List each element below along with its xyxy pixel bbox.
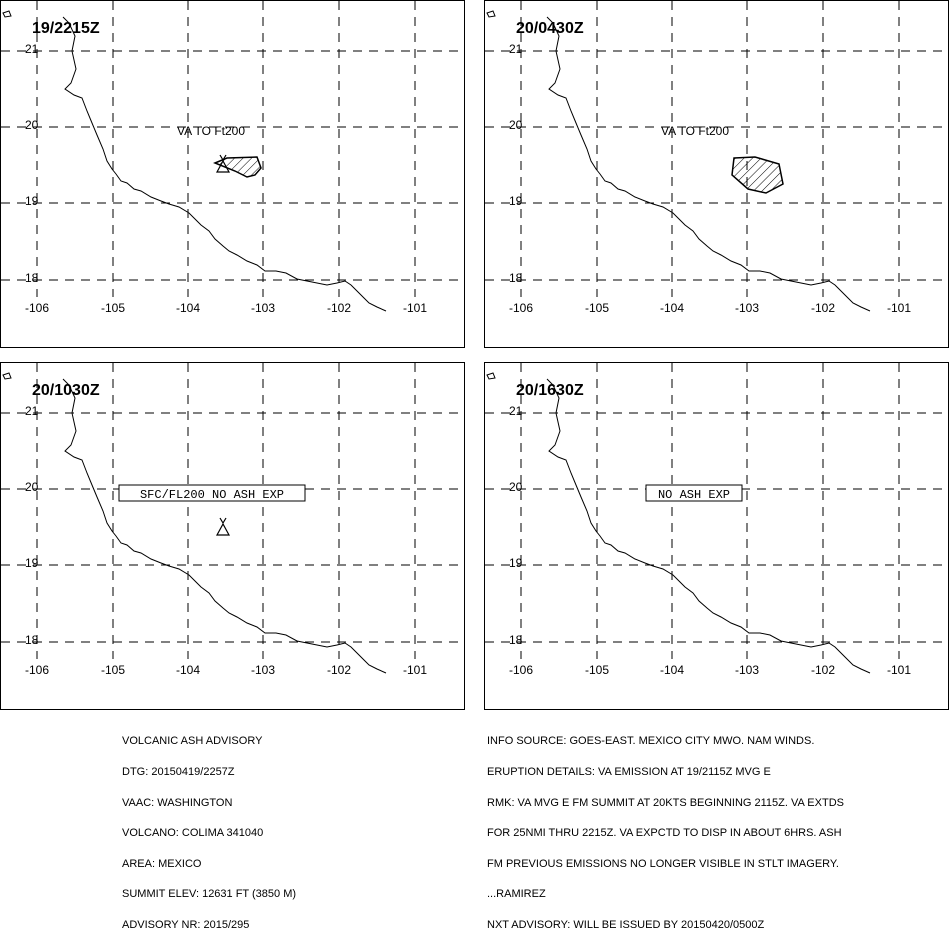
longitude-label: -102 [811, 301, 835, 315]
longitude-label: -101 [403, 663, 427, 677]
map-svg: -106 -105 -104 -103 -102 -101 21 20 19 18 NO ASH E… [485, 363, 948, 677]
advisory-line: AREA: MEXICO [122, 857, 202, 870]
longitude-label: -102 [327, 301, 351, 315]
forecast-panel: -106 -105 -104 -103 -102 -101 21 20 19 18 NO ASH E… [484, 362, 949, 710]
valid-time-label: 20/1630Z [516, 382, 584, 399]
longitude-label: -101 [887, 301, 911, 315]
forecast-panel: -106 -105 -104 -103 -102 -101 21 20 19 18 SFC/FL20… [0, 362, 465, 710]
longitude-label: -104 [176, 663, 200, 677]
map-svg: -106 -105 -104 -103 -102 -101 21 20 19 18 VA TO Ft… [1, 1, 464, 315]
latitude-label: 21 [25, 404, 39, 418]
latitude-label: 21 [509, 404, 523, 418]
longitude-label: -105 [585, 301, 609, 315]
ash-altitude-label: VA TO Ft200 [177, 124, 245, 138]
latitude-label: 18 [25, 633, 39, 647]
longitude-label: -101 [403, 301, 427, 315]
island-shape [2, 10, 12, 18]
latitude-label: 21 [509, 42, 523, 56]
forecast-label: SFC/FL200 NO ASH EXP [140, 488, 284, 502]
longitude-label: -106 [25, 663, 49, 677]
latitude-label: 20 [509, 480, 523, 494]
latitude-label: 21 [25, 42, 39, 56]
valid-time-label: 20/1030Z [32, 382, 100, 399]
longitude-label: -104 [176, 301, 200, 315]
latitude-label: 19 [25, 194, 39, 208]
longitude-label: -103 [251, 301, 275, 315]
advisory-line: VAAC: WASHINGTON [122, 796, 233, 809]
longitude-label: -103 [735, 301, 759, 315]
longitude-label: -102 [327, 663, 351, 677]
latitude-label: 19 [25, 556, 39, 570]
advisory-right: INFO SOURCE: GOES-EAST. MEXICO CITY MWO.… [487, 716, 844, 940]
advisory-left: VOLCANIC ASH ADVISORY DTG: 20150419/2257… [122, 716, 296, 940]
forecast-label: NO ASH EXP [658, 488, 730, 502]
ash-altitude-label: VA TO Ft200 [661, 124, 729, 138]
map-svg: -106 -105 -104 -103 -102 -101 21 20 19 18 VA TO Ft… [485, 1, 948, 315]
longitude-label: -105 [101, 663, 125, 677]
advisory-line: ...RAMIREZ [487, 888, 546, 901]
longitude-label: -105 [101, 301, 125, 315]
longitude-label: -101 [887, 663, 911, 677]
volcano-icon [215, 517, 231, 536]
longitude-label: -106 [25, 301, 49, 315]
forecast-panel: -106 -105 -104 -103 -102 -101 21 20 19 18 VA TO Ft… [484, 0, 949, 348]
map-svg: -106 -105 -104 -103 -102 -101 21 20 19 18 SFC/FL20… [1, 363, 464, 677]
advisory-line: FM PREVIOUS EMISSIONS NO LONGER VISIBLE … [487, 857, 839, 870]
longitude-label: -104 [660, 663, 684, 677]
advisory-line: ADVISORY NR: 2015/295 [122, 919, 250, 932]
coastline [546, 16, 871, 312]
island-shape [2, 372, 12, 380]
latitude-label: 20 [25, 480, 39, 494]
longitude-label: -105 [585, 663, 609, 677]
advisory-line: VOLCANO: COLIMA 341040 [122, 827, 264, 840]
latitude-label: 19 [509, 194, 523, 208]
latitude-label: 18 [25, 271, 39, 285]
ash-cloud-polygon [731, 156, 784, 194]
advisory-line: FOR 25NMI THRU 2215Z. VA EXPCTD TO DISP … [487, 827, 842, 840]
latitude-label: 20 [509, 118, 523, 132]
forecast-label-box [118, 484, 306, 502]
longitude-label: -103 [735, 663, 759, 677]
island-shape [486, 10, 496, 18]
longitude-label: -102 [811, 663, 835, 677]
island-shape [486, 372, 496, 380]
latitude-label: 18 [509, 633, 523, 647]
advisory-line: SUMMIT ELEV: 12631 FT (3850 M) [122, 888, 297, 901]
longitude-label: -106 [509, 301, 533, 315]
advisory-line: DTG: 20150419/2257Z [122, 766, 235, 779]
forecast-panel: -106 -105 -104 -103 -102 -101 21 20 19 18 VA TO Ft… [0, 0, 465, 348]
advisory-line: RMK: VA MVG E FM SUMMIT AT 20KTS BEGINNI… [487, 796, 844, 809]
latitude-label: 19 [509, 556, 523, 570]
longitude-label: -106 [509, 663, 533, 677]
forecast-label-box [645, 484, 743, 502]
advisory-line: INFO SOURCE: GOES-EAST. MEXICO CITY MWO.… [487, 735, 815, 748]
advisory-line: NXT ADVISORY: WILL BE ISSUED BY 20150420… [487, 919, 765, 932]
coastline [62, 16, 387, 312]
latitude-label: 20 [25, 118, 39, 132]
valid-time-label: 20/0430Z [516, 20, 584, 37]
coastline [62, 378, 387, 674]
latitude-label: 18 [509, 271, 523, 285]
longitude-label: -104 [660, 301, 684, 315]
advisory-line: VOLCANIC ASH ADVISORY [122, 735, 263, 748]
ash-cloud-polygon [213, 156, 262, 178]
advisory-line: ERUPTION DETAILS: VA EMISSION AT 19/2115… [487, 766, 771, 779]
longitude-label: -103 [251, 663, 275, 677]
coastline [546, 378, 871, 674]
valid-time-label: 19/2215Z [32, 20, 100, 37]
